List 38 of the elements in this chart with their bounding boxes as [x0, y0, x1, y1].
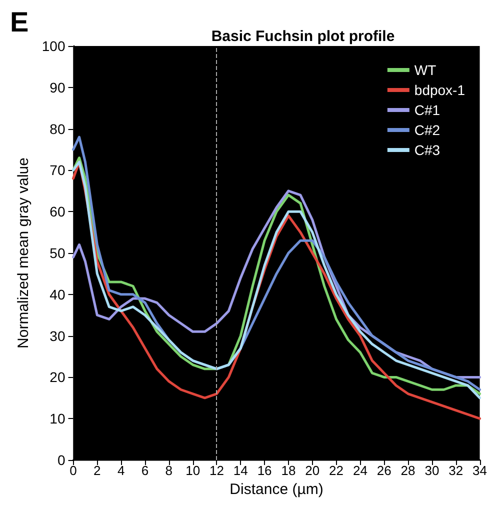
x-tick-label: 16: [257, 463, 272, 478]
chart-title: Basic Fuchsin plot profile: [211, 28, 395, 45]
x-tick-label: 6: [141, 463, 149, 478]
legend-label: WT: [414, 62, 437, 78]
legend-label: C#2: [414, 122, 440, 138]
y-tick-label: 50: [50, 245, 66, 261]
y-tick-label: 100: [42, 38, 66, 54]
x-tick-label: 28: [400, 463, 416, 478]
x-axis-title: Distance (µm): [230, 481, 324, 498]
legend-label: C#1: [414, 102, 440, 118]
legend-label: bdpox-1: [414, 82, 466, 98]
x-tick-label: 34: [472, 463, 488, 478]
x-tick-label: 0: [70, 463, 77, 478]
y-axis-title: Normalized mean gray value: [15, 158, 32, 348]
x-tick-label: 20: [305, 463, 320, 478]
y-tick-label: 30: [50, 328, 66, 344]
y-tick-label: 10: [50, 410, 66, 427]
x-tick-label: 18: [281, 463, 296, 478]
x-tick-label: 14: [233, 463, 248, 478]
x-tick-label: 10: [186, 463, 200, 478]
x-tick-label: 32: [448, 463, 464, 478]
y-tick-label: 80: [50, 120, 66, 137]
y-tick-label: 40: [50, 286, 66, 302]
legend-label: C#3: [414, 142, 440, 158]
x-tick-label: 24: [352, 463, 368, 478]
x-tick-label: 30: [424, 463, 440, 478]
x-tick-label: 22: [329, 463, 344, 478]
x-tick-label: 26: [376, 463, 392, 478]
x-tick-label: 4: [117, 463, 125, 478]
text: E: [10, 6, 29, 38]
y-tick-label: 90: [50, 79, 66, 96]
x-tick-label: 2: [94, 463, 101, 478]
y-tick-label: 20: [50, 369, 66, 386]
y-tick-label: 60: [50, 204, 66, 220]
x-tick-label: 12: [210, 463, 224, 478]
y-tick-label: 70: [50, 162, 66, 178]
y-tick-label: 0: [57, 452, 66, 468]
x-tick-label: 8: [165, 463, 173, 478]
